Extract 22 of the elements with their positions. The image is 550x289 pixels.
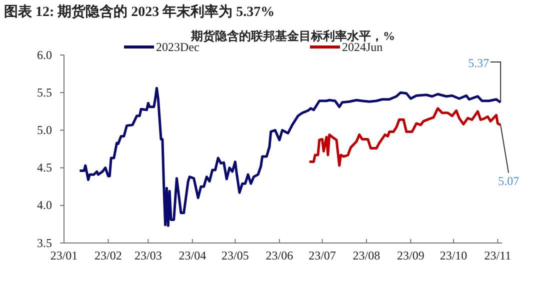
x-tick-label: 23/06 <box>266 248 294 263</box>
chart-title: 图表 12: 期货隐含的 2023 年末利率为 5.37% <box>4 3 275 20</box>
y-tick-label: 4.5 <box>37 160 52 175</box>
x-tick-label: 23/04 <box>178 248 206 263</box>
y-tick-label: 5.0 <box>37 123 52 138</box>
chart-subtitle: 期货隐含的联邦基金目标利率水平，% <box>190 29 395 43</box>
y-tick-label: 6.0 <box>37 48 52 62</box>
x-tick-label: 23/08 <box>352 248 380 263</box>
line-series <box>308 107 502 167</box>
x-tick-label: 23/09 <box>397 248 424 263</box>
y-tick-label: 5.5 <box>37 85 52 100</box>
annotation: 5.37 <box>468 56 490 70</box>
x-tick-label: 23/02 <box>94 248 122 263</box>
x-tick-label: 23/05 <box>222 248 249 263</box>
x-tick-label: 23/03 <box>134 248 162 263</box>
x-tick-label: 23/01 <box>50 248 78 263</box>
annotation: 5.07 <box>498 174 520 188</box>
x-tick-label: 23/11 <box>484 248 512 263</box>
x-tick-label: 23/07 <box>308 248 336 263</box>
x-tick-label: 23/10 <box>440 248 468 263</box>
y-tick-label: 4.0 <box>37 198 52 212</box>
y-tick-label: 3.5 <box>37 236 52 250</box>
